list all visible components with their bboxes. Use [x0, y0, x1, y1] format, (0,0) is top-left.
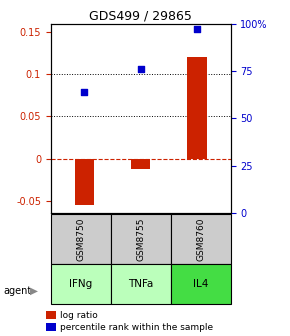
Bar: [51, 214, 111, 264]
Text: GSM8760: GSM8760: [196, 217, 205, 261]
Text: percentile rank within the sample: percentile rank within the sample: [60, 323, 213, 332]
Bar: [187, 57, 207, 159]
Bar: [75, 159, 94, 205]
Bar: [111, 264, 171, 304]
Text: agent: agent: [3, 286, 31, 296]
Text: GSM8755: GSM8755: [136, 217, 145, 261]
Text: ▶: ▶: [30, 286, 39, 296]
Text: IFNg: IFNg: [69, 279, 92, 289]
Point: [195, 27, 199, 32]
Point: [82, 89, 87, 94]
Point: [138, 67, 143, 72]
Bar: [131, 159, 151, 169]
Bar: [171, 264, 231, 304]
Bar: [111, 214, 171, 264]
Text: IL4: IL4: [193, 279, 208, 289]
Text: GSM8750: GSM8750: [76, 217, 85, 261]
Bar: [171, 214, 231, 264]
Text: log ratio: log ratio: [60, 311, 98, 320]
Title: GDS499 / 29865: GDS499 / 29865: [89, 9, 192, 23]
Bar: [51, 264, 111, 304]
Text: TNFa: TNFa: [128, 279, 153, 289]
